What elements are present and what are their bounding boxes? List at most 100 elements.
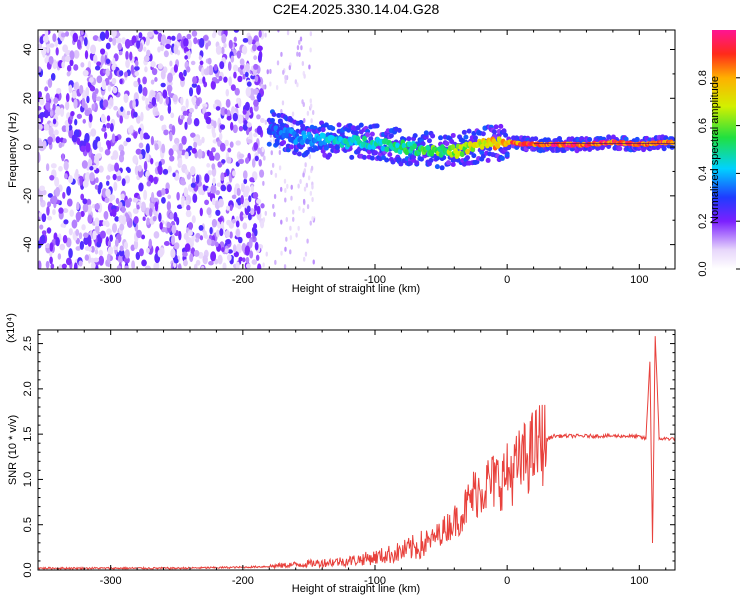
spectrogram-cell xyxy=(199,37,205,48)
spectrogram-cell xyxy=(94,225,100,234)
spectrogram-cell xyxy=(198,55,203,61)
spectrogram-cell xyxy=(258,159,262,167)
spectrogram-cell xyxy=(229,141,234,148)
spectrogram-ridge-halo xyxy=(445,160,451,166)
spectrogram-cell xyxy=(290,184,293,190)
spectrogram-cell xyxy=(104,197,110,204)
spectrogram-cell xyxy=(116,174,122,182)
spectrogram-cell xyxy=(196,139,203,146)
spectrogram-cell xyxy=(303,117,306,123)
spectrogram-cell xyxy=(257,263,262,269)
spectrogram-cell xyxy=(65,123,70,133)
spectrogram-cell xyxy=(242,109,247,115)
spectrogram-cell xyxy=(286,30,290,36)
spectrogram-cell xyxy=(49,109,54,117)
spectrogram-cell xyxy=(200,265,205,269)
spectrogram-cell xyxy=(88,113,93,123)
spectrogram-cell xyxy=(63,219,69,225)
spectrogram-cell xyxy=(61,125,68,133)
spectrogram-cell xyxy=(185,98,189,109)
spectrogram-cell xyxy=(106,228,112,235)
spectrogram-cell xyxy=(243,178,248,185)
spectrogram-cell xyxy=(232,112,238,122)
spectrogram-cell xyxy=(38,124,43,131)
spectrogram-cell xyxy=(190,60,196,66)
spectrogram-cell xyxy=(38,139,43,149)
spectrogram-cell xyxy=(166,221,171,229)
spectrogram-ridge-core xyxy=(318,140,324,147)
spectrogram-cell xyxy=(56,87,62,94)
spectrogram-ridge-halo xyxy=(274,141,280,147)
spectrogram-cell xyxy=(171,125,176,136)
spectrogram-cell xyxy=(151,96,157,107)
spectrogram-cell xyxy=(211,218,218,228)
spectrogram-cell xyxy=(277,30,280,33)
spectrogram-cell xyxy=(69,59,74,67)
spectrogram-x-ticks: -300 -200 -100 0 100 xyxy=(57,30,667,286)
spectrogram-cell xyxy=(160,69,166,80)
spectrogram-cell xyxy=(129,51,133,61)
spectrogram-cell xyxy=(229,121,234,131)
spectrogram-cell xyxy=(257,53,262,63)
spectrogram-cell xyxy=(306,238,309,244)
spectrogram-cell xyxy=(271,162,275,168)
spectrogram-cell xyxy=(88,77,94,83)
spectrogram-cell xyxy=(224,139,229,147)
spectrogram-cell xyxy=(237,75,243,83)
snr-xlabel: Height of straight line (km) xyxy=(292,583,420,595)
spectrogram-cell xyxy=(233,36,237,42)
spectrogram-cell xyxy=(198,224,204,231)
spectrogram-cell xyxy=(165,38,172,45)
spectrogram-ridge-halo xyxy=(296,151,302,157)
spectrogram-cell xyxy=(284,246,287,252)
spectrogram-cell xyxy=(84,172,91,182)
snr-x-tick-label: -200 xyxy=(232,575,254,587)
spectrogram-ridge-core xyxy=(384,146,390,153)
spectrogram-cell xyxy=(296,45,300,51)
spectrogram-cell xyxy=(190,182,196,188)
spectrogram-cell xyxy=(246,81,252,87)
spectrogram-cell xyxy=(192,193,198,204)
spectrogram-cell xyxy=(291,111,295,117)
spectrogram-cell xyxy=(212,131,217,138)
spectrogram-cell xyxy=(284,197,287,203)
spectrogram-cell xyxy=(141,234,146,240)
spectrogram-ridge-halo xyxy=(285,147,291,153)
spectrogram-ridge-halo xyxy=(465,155,471,161)
spectrogram-ridge-core xyxy=(465,148,470,155)
spectrogram-ridge-halo xyxy=(330,125,336,131)
spectrogram-cell xyxy=(227,61,232,71)
spectrogram-cell xyxy=(186,66,191,73)
chart-title: C2E4.2025.330.14.04.G28 xyxy=(273,1,440,17)
spectrogram-cell xyxy=(92,35,99,41)
spectrogram-cell xyxy=(90,128,97,137)
spectrogram-cell xyxy=(145,170,150,177)
spectrogram-cell xyxy=(239,211,244,222)
spectrogram-cell xyxy=(98,249,104,256)
spectrogram-cell xyxy=(183,69,187,77)
spectrogram-cell xyxy=(39,111,46,118)
spectrogram-cell xyxy=(224,108,228,115)
spectrogram-cell xyxy=(139,130,144,141)
spectrogram-cell xyxy=(259,117,265,123)
spectrogram-cell xyxy=(79,84,84,95)
spectrogram-cell xyxy=(112,173,117,181)
spectrogram-ridge-halo xyxy=(412,133,418,139)
spectrogram-cell xyxy=(214,241,219,248)
spectrogram-cell xyxy=(160,44,165,52)
spectrogram-cell xyxy=(273,193,277,199)
spectrogram-cell xyxy=(254,204,258,211)
spectrogram-cell xyxy=(38,152,41,163)
spectrogram-cell xyxy=(186,33,192,40)
spectrogram-cell xyxy=(71,134,78,143)
spectrogram-cell xyxy=(88,246,92,252)
spectrogram-cell xyxy=(94,203,100,211)
spectrogram-cell xyxy=(135,60,139,67)
spectrogram-cell xyxy=(269,68,272,74)
spectrogram-cell xyxy=(79,175,83,186)
spectrogram-cell xyxy=(226,156,232,164)
spectrogram-cell xyxy=(261,147,265,153)
spectrogram-cell xyxy=(147,103,154,109)
spectrogram-cell xyxy=(52,118,57,125)
spectrogram-cell xyxy=(133,131,138,139)
